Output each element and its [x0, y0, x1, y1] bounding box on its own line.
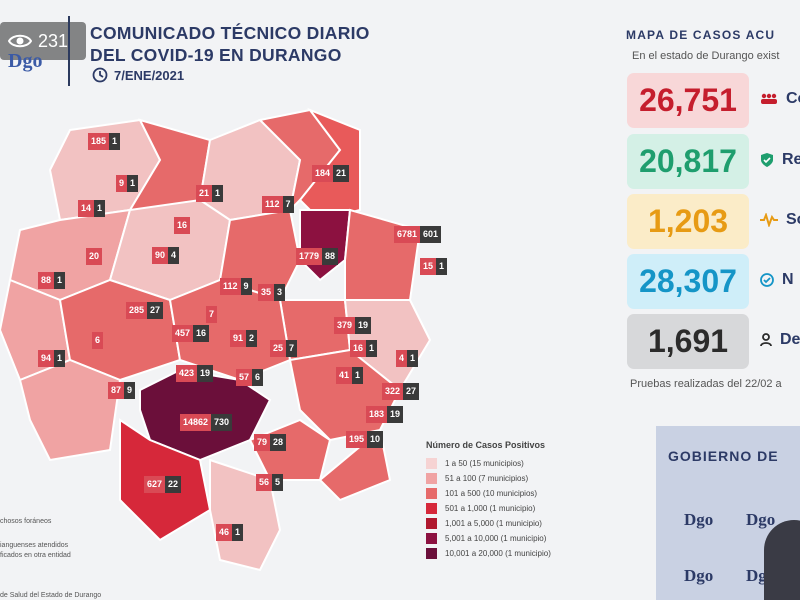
check-circle-icon: [760, 273, 774, 287]
map-label: 88 1: [38, 272, 66, 289]
map-label: 112 7: [262, 196, 294, 213]
map-label: 87 9: [108, 382, 136, 399]
map-footer: de Salud del Estado de Durango: [0, 592, 102, 599]
map-note: ficados en otra entidad: [0, 552, 71, 559]
map-label: 379 19: [334, 317, 372, 334]
region-gomez: [299, 209, 352, 282]
map-label: 41 1: [336, 367, 364, 384]
map-note: ianguenses atendidos: [0, 542, 69, 549]
map-label: 16 1: [350, 340, 378, 357]
map-label: 112 9: [220, 278, 252, 295]
map-label: 457 16: [172, 325, 210, 342]
video-logo: Dgo: [684, 566, 714, 585]
title-line-2: DEL COVID-19 EN DURANGO: [90, 45, 342, 65]
stat-deaths-label: De: [760, 331, 800, 349]
map-label: 6781 601: [394, 226, 442, 243]
region-lerdo: [344, 208, 422, 301]
legend-item: 1 a 50 (15 municipios): [426, 456, 551, 471]
map-label: 322 27: [382, 383, 420, 400]
map-label: 20: [86, 248, 103, 265]
summary-subtitle: En el estado de Durango exist: [632, 50, 780, 62]
map-legend: Número de Casos Positivos 1 a 50 (15 mun…: [426, 440, 551, 561]
map-label: 6: [92, 332, 104, 349]
map-label: 7: [206, 306, 218, 323]
stat-negative: 28,307: [627, 254, 749, 309]
legend-item: 51 a 100 (7 municipios): [426, 471, 551, 486]
report-date: 7/ENE/2021: [92, 67, 184, 83]
region-w3: [18, 358, 122, 462]
map-label: 16: [174, 217, 191, 234]
speaker-silhouette: [764, 520, 800, 600]
stat-confirmed: 26,751: [627, 73, 749, 128]
date-text: 7/ENE/2021: [114, 67, 185, 83]
map-label: 57 6: [236, 369, 264, 386]
map-note: chosos foráneos: [0, 518, 52, 525]
video-logo: Dgo: [684, 510, 714, 529]
map-label: 185 1: [88, 133, 121, 150]
legend-title: Número de Casos Positivos: [426, 440, 546, 450]
header-divider: [68, 16, 70, 86]
map-label: 627 22: [144, 476, 182, 493]
legend-item: 501 a 1,000 (1 municipio): [426, 501, 551, 516]
map-label: 1779 88: [296, 248, 339, 265]
video-inset: GOBIERNO DE Dgo Dgo Dgo Dgo: [656, 426, 800, 600]
page-title: COMUNICADO TÉCNICO DIARIO DEL COVID-19 E…: [90, 22, 370, 66]
map-label: 15 1: [420, 258, 448, 275]
title-line-1: COMUNICADO TÉCNICO DIARIO: [90, 23, 370, 43]
map-label: 14862 730: [180, 414, 233, 431]
stat-suspected-label: So: [760, 211, 800, 229]
summary-title: MAPA DE CASOS ACU: [626, 28, 776, 42]
stat-recovered: 20,817: [627, 134, 749, 189]
video-banner: GOBIERNO DE: [668, 448, 779, 464]
legend-item: 101 a 500 (10 municipios): [426, 486, 551, 501]
map-label: 25 7: [270, 340, 298, 357]
map-label: 91 2: [230, 330, 258, 347]
durango-map: [0, 100, 440, 590]
stat-deaths: 1,691: [627, 314, 749, 369]
eye-icon: [8, 34, 32, 48]
video-logo: Dgo: [746, 510, 776, 529]
person-icon: [760, 333, 772, 347]
map-regions: [0, 107, 432, 572]
map-label: 21 1: [196, 185, 224, 202]
stat-negative-label: N: [760, 271, 794, 289]
map-label: 195 10: [346, 431, 384, 448]
map-label: 184 21: [312, 165, 350, 182]
viewer-count-badge: 231: [0, 22, 86, 60]
tests-note: Pruebas realizadas del 22/02 a: [630, 378, 782, 390]
pulse-icon: [760, 213, 778, 227]
legend-item: 10,001 a 20,000 (1 municipio): [426, 546, 551, 561]
map-label: 423 19: [176, 365, 214, 382]
map-label: 94 1: [38, 350, 66, 367]
map-label: 56 5: [256, 474, 284, 491]
map-label: 35 3: [258, 284, 286, 301]
stat-suspected: 1,203: [627, 194, 749, 249]
map-label: 79 28: [254, 434, 287, 451]
durango-logo: Dgo: [8, 50, 43, 72]
people-icon: [761, 93, 777, 104]
map-label: 285 27: [126, 302, 164, 319]
legend-item: 5,001 a 10,000 (1 municipio): [426, 531, 551, 546]
map-label: 90 4: [152, 247, 180, 264]
shield-check-icon: [761, 153, 773, 167]
stat-recovered-label: Re: [760, 151, 800, 169]
map-label: 46 1: [216, 524, 244, 541]
map-label: 183 19: [366, 406, 404, 423]
map-label: 14 1: [78, 200, 106, 217]
clock-icon: [92, 67, 108, 83]
stat-confirmed-label: Co: [760, 90, 800, 108]
legend-item: 1,001 a 5,000 (1 municipio): [426, 516, 551, 531]
viewer-count: 231: [38, 30, 69, 51]
